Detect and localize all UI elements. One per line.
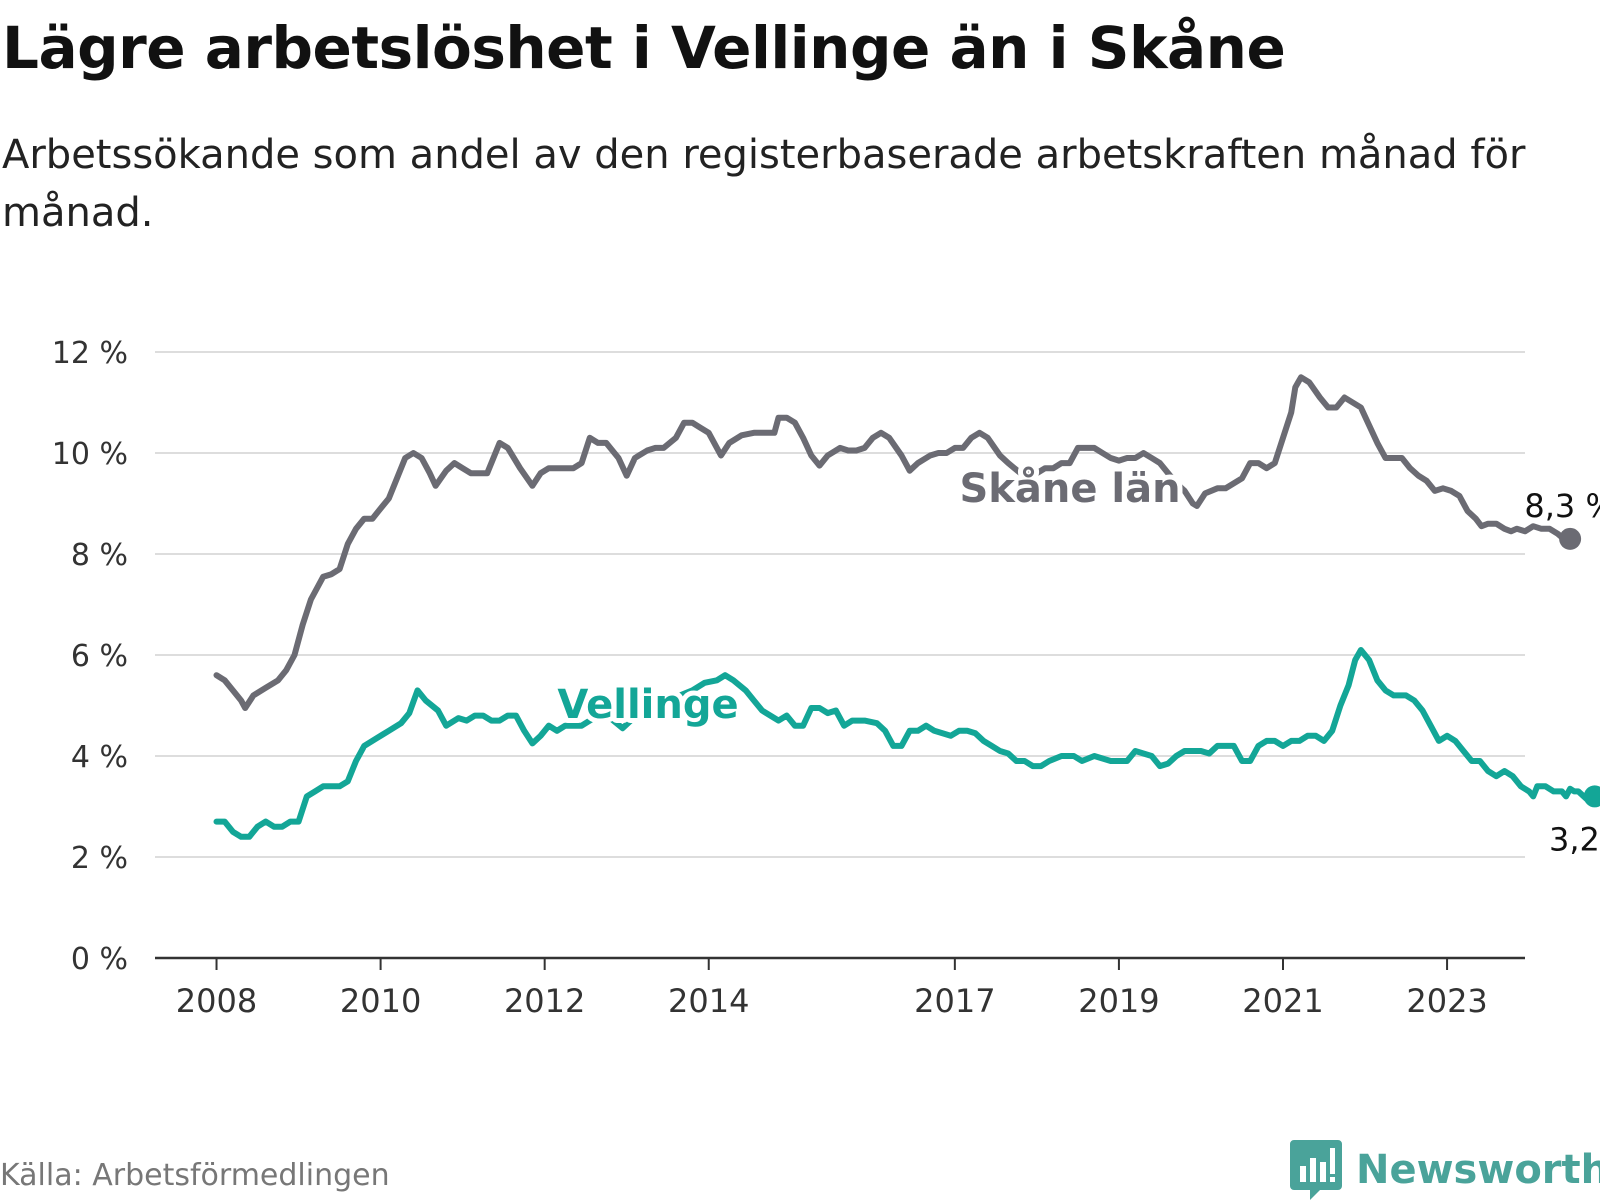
x-tick-label: 2019	[1078, 982, 1159, 1020]
x-tick-label: 2012	[504, 982, 585, 1020]
series-labels: Skåne län 8,3 % Vellinge 3,2 %	[552, 460, 1600, 861]
series-endpoint-vellinge	[1583, 785, 1600, 808]
x-axis-ticks: 2008 2010 2012 2014 2017 2019 2021 2023	[176, 958, 1488, 1020]
y-tick-label: 0 %	[71, 942, 128, 977]
series-label-sk-ne-l-n: Skåne län	[959, 465, 1180, 512]
y-tick-label: 12 %	[52, 336, 128, 371]
x-tick-label: 2021	[1242, 982, 1323, 1020]
series-line-sk-ne-l-n	[213, 374, 1574, 711]
brand-logo: Newsworthy	[1290, 1140, 1600, 1200]
x-tick-label: 2017	[914, 982, 995, 1020]
newsworthy-logo-icon	[1290, 1140, 1342, 1200]
y-tick-label: 10 %	[52, 437, 128, 472]
series-lines	[213, 374, 1600, 840]
y-tick-label: 2 %	[71, 841, 128, 876]
chart-title: Lägre arbetslöshet i Vellinge än i Skåne	[2, 14, 1286, 82]
x-tick-label: 2008	[176, 982, 257, 1020]
gridlines	[155, 351, 1525, 858]
series-line-vellinge	[213, 647, 1598, 840]
y-tick-label: 8 %	[71, 538, 128, 573]
end-value-label-vellinge: 3,2 %	[1549, 820, 1600, 858]
source-note: Källa: Arbetsförmedlingen	[0, 1158, 390, 1193]
y-axis-ticks: 0 % 2 % 4 % 6 % 8 % 10 % 12 %	[52, 336, 128, 977]
y-tick-label: 4 %	[71, 740, 128, 775]
end-value-label-sk-ne-l-n: 8,3 %	[1524, 487, 1600, 525]
x-tick-label: 2023	[1406, 982, 1487, 1020]
series-label-vellinge: Vellinge	[557, 682, 738, 728]
chart-subtitle: Arbetssökande som andel av den registerb…	[2, 132, 1526, 236]
x-tick-label: 2014	[668, 982, 749, 1020]
y-tick-label: 6 %	[71, 639, 128, 674]
brand-name: Newsworthy	[1356, 1147, 1600, 1193]
series-endpoint-sk-ne-l-n	[1559, 527, 1582, 550]
x-tick-label: 2010	[340, 982, 421, 1020]
line-chart: 0 % 2 % 4 % 6 % 8 % 10 % 12 % 2008 2010 2012 2014…	[52, 336, 1600, 1020]
